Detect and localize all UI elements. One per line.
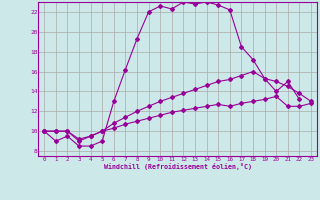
X-axis label: Windchill (Refroidissement éolien,°C): Windchill (Refroidissement éolien,°C)	[104, 163, 252, 170]
